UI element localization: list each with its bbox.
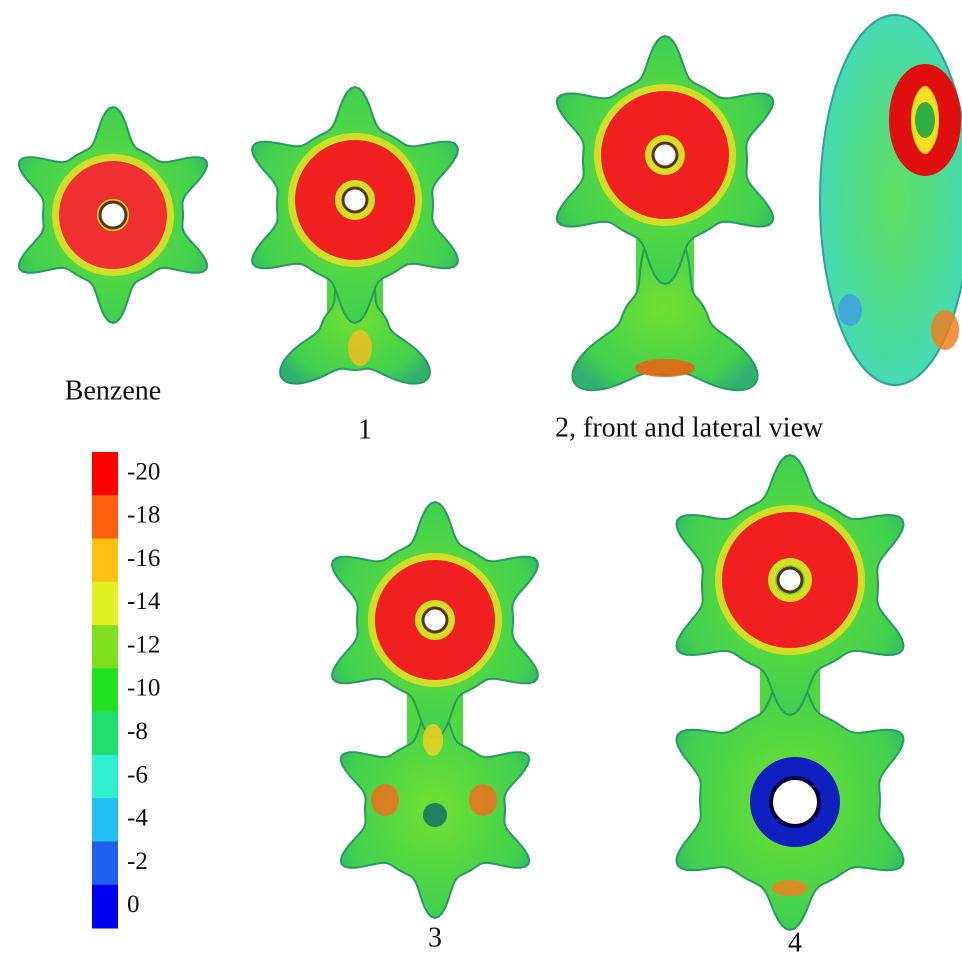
scale-label: -10 bbox=[127, 675, 160, 702]
ring-hole bbox=[915, 102, 935, 138]
scale-label: -8 bbox=[127, 718, 148, 745]
spot bbox=[772, 880, 808, 896]
scale-label: -12 bbox=[127, 631, 160, 658]
ring-hole bbox=[653, 143, 677, 167]
scale-cell bbox=[92, 712, 118, 756]
scale-cell bbox=[92, 841, 118, 885]
ring-hole bbox=[778, 568, 802, 592]
ring-hole bbox=[423, 803, 447, 827]
scale-label: -20 bbox=[127, 458, 160, 485]
molecule-label: 3 bbox=[428, 922, 442, 953]
scale-cell bbox=[92, 668, 118, 712]
figure: Benzene 1 2, front and lateral view 3 4 … bbox=[0, 0, 962, 959]
ring-hole bbox=[771, 778, 819, 826]
spot bbox=[931, 310, 959, 350]
scale-cell bbox=[92, 539, 118, 583]
spot bbox=[469, 784, 497, 816]
scale-label: 0 bbox=[127, 891, 140, 918]
page: {"molecules": [ {"label": "Benzene"}, {"… bbox=[0, 0, 962, 959]
ring-hole bbox=[100, 202, 126, 228]
scale-label: -6 bbox=[127, 761, 148, 788]
scale-cell bbox=[92, 452, 118, 496]
scale-label: -18 bbox=[127, 502, 160, 529]
molecule-label: 1 bbox=[358, 414, 372, 445]
molecule-label: 4 bbox=[788, 927, 802, 958]
ring-hole bbox=[343, 188, 367, 212]
spot bbox=[348, 330, 372, 366]
spot bbox=[371, 784, 399, 816]
spot bbox=[838, 294, 862, 326]
scale-cell bbox=[92, 798, 118, 842]
scale-cell bbox=[92, 495, 118, 539]
scale-label: -14 bbox=[127, 588, 161, 615]
molecule-label: 2, front and lateral view bbox=[555, 412, 824, 443]
scale-cell bbox=[92, 582, 118, 626]
spot bbox=[635, 359, 695, 377]
molecule-label: Benzene bbox=[65, 375, 161, 406]
ring-hole bbox=[423, 608, 447, 632]
scale-cell bbox=[92, 625, 118, 669]
scale-label: -4 bbox=[127, 805, 148, 832]
scale-cell bbox=[92, 885, 118, 929]
scale-label: -2 bbox=[127, 848, 148, 875]
color-scale: -20-18-16-14-12-10-8-6-4-20 bbox=[92, 452, 161, 929]
scale-cell bbox=[92, 755, 118, 799]
spot bbox=[423, 724, 443, 756]
scale-label: -16 bbox=[127, 545, 160, 572]
